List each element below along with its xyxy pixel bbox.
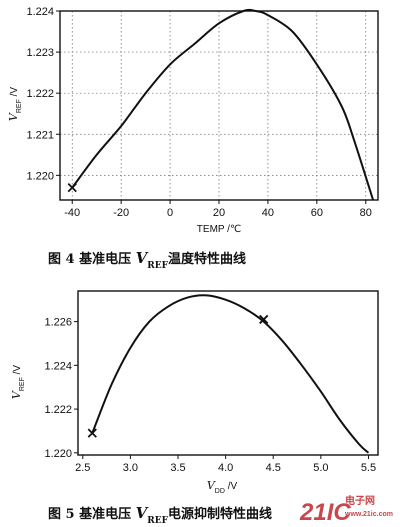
watermark-url: www.21ic.com <box>344 511 393 518</box>
watermark-logo: 21IC 电子网 www.21ic.com <box>299 494 393 526</box>
x-tick-label: -40 <box>64 207 80 219</box>
data-marker <box>259 314 269 325</box>
y-tick-label: 1.220 <box>26 170 54 182</box>
data-marker <box>67 183 77 193</box>
x-tick-label: -20 <box>113 207 129 219</box>
axis-ticks: 2.5 3.0 3.5 4.0 4.5 5.0 5.5 1.220 1.222 1.224 1.22… <box>44 317 376 474</box>
y-tick-label: 1.224 <box>26 6 54 18</box>
x-tick-label: 4.0 <box>218 462 233 474</box>
series-markers <box>87 314 269 438</box>
x-tick-label: 20 <box>213 207 225 219</box>
x-tick-label: 40 <box>262 207 274 219</box>
figure-caption: 图 4 基准电压 VREF温度特性曲线 <box>48 249 246 271</box>
series-markers <box>67 183 77 193</box>
figure-caption: 图 5 基准电压 VREF电源抑制特性曲线 <box>48 504 272 526</box>
y-tick-label: 1.224 <box>44 360 72 372</box>
axis-ticks: -40 -20 0 20 40 60 80 1.220 1.221 1.222 1.223 1.224 <box>26 6 371 219</box>
x-tick-label: 3.0 <box>123 462 138 474</box>
y-axis-label: VREF /V <box>7 87 23 122</box>
watermark-brand: 21IC <box>299 499 351 526</box>
watermark-cn: 电子网 <box>345 494 375 507</box>
x-tick-label: 4.5 <box>266 462 281 474</box>
x-tick-label: 5.5 <box>361 462 376 474</box>
y-tick-label: 1.221 <box>26 129 54 141</box>
y-tick-label: 1.222 <box>44 404 72 416</box>
y-tick-label: 1.226 <box>44 317 72 329</box>
x-tick-label: 3.5 <box>170 462 185 474</box>
x-tick-label: 0 <box>167 207 173 219</box>
y-tick-label: 1.220 <box>44 448 72 460</box>
chart-supply-rejection: 2.5 3.0 3.5 4.0 4.5 5.0 5.5 1.220 1.222 1.224 1.22… <box>10 290 379 526</box>
series-line <box>91 294 370 454</box>
y-axis-label: VREF /V <box>10 365 26 400</box>
chart-temperature: -40 -20 0 20 40 60 80 1.220 1.221 1.222 1.223 1.224… <box>7 6 379 271</box>
x-tick-label: 5.0 <box>313 462 328 474</box>
x-axis-label: VDD /V <box>207 479 238 495</box>
y-tick-label: 1.223 <box>26 47 54 59</box>
data-marker <box>87 428 97 438</box>
x-tick-label: 80 <box>360 207 372 219</box>
grid <box>60 10 378 200</box>
x-tick-label: 60 <box>311 207 323 219</box>
series-line <box>71 8 375 201</box>
y-tick-label: 1.222 <box>26 88 54 100</box>
plot-frame <box>77 290 379 456</box>
x-tick-label: 2.5 <box>75 462 90 474</box>
x-axis-label: TEMP /℃ <box>197 224 241 235</box>
